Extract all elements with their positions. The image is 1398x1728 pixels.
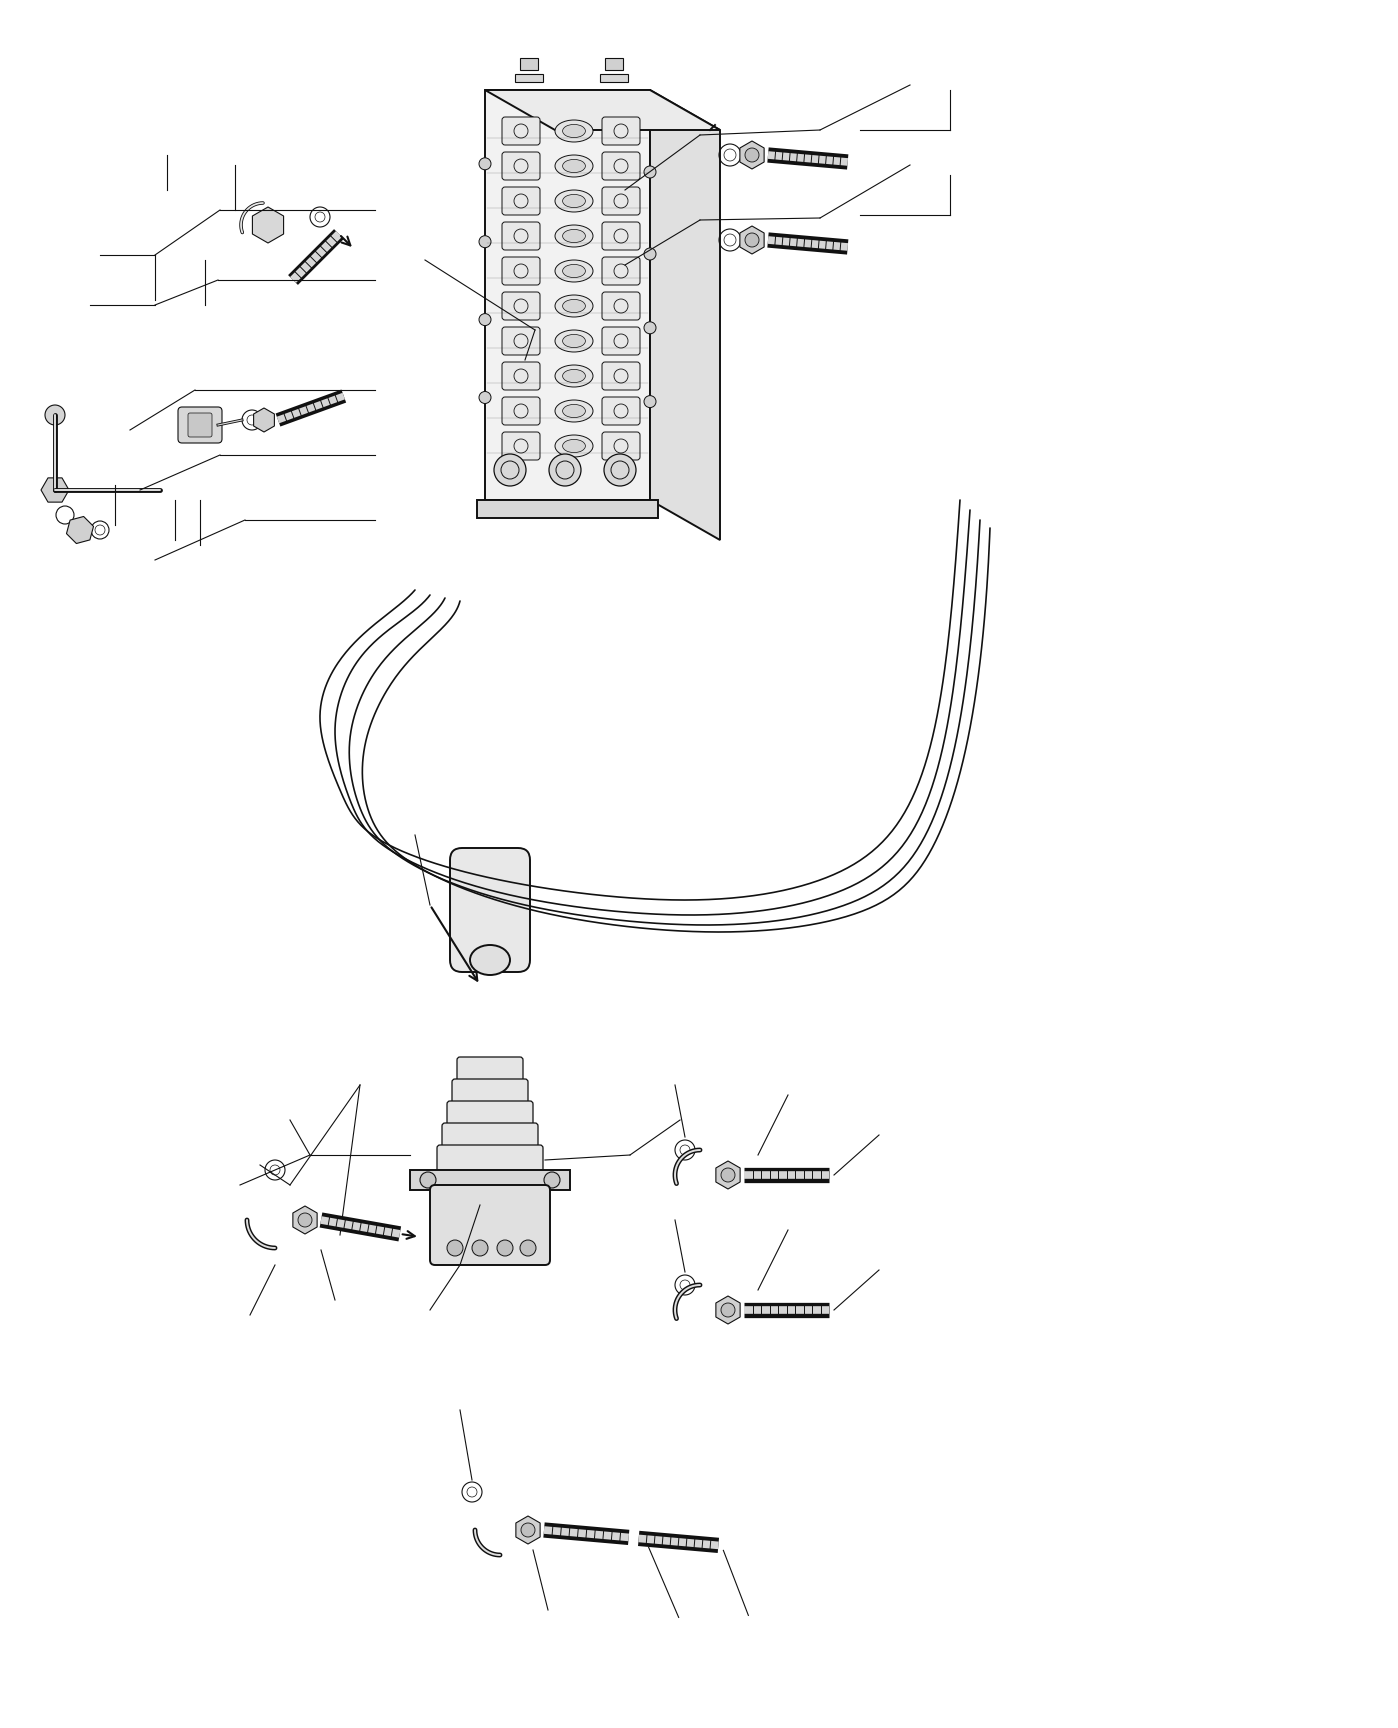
Polygon shape [485, 90, 650, 499]
FancyBboxPatch shape [502, 432, 540, 460]
Circle shape [644, 396, 656, 408]
FancyBboxPatch shape [502, 221, 540, 251]
Circle shape [520, 1241, 535, 1256]
Circle shape [473, 1241, 488, 1256]
FancyBboxPatch shape [603, 432, 640, 460]
Ellipse shape [555, 156, 593, 176]
Circle shape [644, 321, 656, 334]
Circle shape [480, 392, 491, 404]
Ellipse shape [562, 124, 586, 138]
FancyBboxPatch shape [603, 221, 640, 251]
FancyBboxPatch shape [502, 152, 540, 180]
Ellipse shape [562, 404, 586, 418]
Ellipse shape [562, 195, 586, 207]
Ellipse shape [555, 259, 593, 282]
FancyBboxPatch shape [431, 1185, 549, 1265]
FancyBboxPatch shape [603, 187, 640, 214]
Circle shape [721, 1168, 735, 1182]
Circle shape [493, 454, 526, 486]
FancyBboxPatch shape [502, 292, 540, 320]
FancyBboxPatch shape [603, 152, 640, 180]
Ellipse shape [555, 365, 593, 387]
Ellipse shape [555, 330, 593, 353]
FancyBboxPatch shape [502, 361, 540, 391]
Circle shape [480, 313, 491, 325]
FancyBboxPatch shape [603, 397, 640, 425]
Circle shape [745, 149, 759, 162]
Polygon shape [716, 1296, 740, 1324]
Ellipse shape [555, 119, 593, 142]
Bar [410, 1170, 570, 1191]
Polygon shape [485, 90, 720, 130]
Bar [520, 59, 538, 71]
FancyBboxPatch shape [603, 292, 640, 320]
FancyBboxPatch shape [447, 1101, 533, 1128]
Bar [477, 499, 658, 518]
Circle shape [544, 1172, 561, 1189]
Ellipse shape [555, 435, 593, 456]
FancyBboxPatch shape [502, 187, 540, 214]
Circle shape [447, 1241, 463, 1256]
Polygon shape [253, 207, 284, 244]
FancyBboxPatch shape [502, 397, 540, 425]
Circle shape [644, 249, 656, 259]
Circle shape [644, 166, 656, 178]
Circle shape [549, 454, 582, 486]
FancyBboxPatch shape [442, 1123, 538, 1151]
Ellipse shape [562, 264, 586, 278]
Polygon shape [67, 517, 94, 544]
Circle shape [480, 157, 491, 169]
FancyBboxPatch shape [502, 257, 540, 285]
Polygon shape [253, 408, 274, 432]
Ellipse shape [555, 225, 593, 247]
Bar [514, 74, 542, 81]
FancyBboxPatch shape [457, 1058, 523, 1085]
Polygon shape [716, 1161, 740, 1189]
Ellipse shape [555, 190, 593, 213]
Circle shape [721, 1303, 735, 1317]
FancyBboxPatch shape [438, 1146, 542, 1173]
Ellipse shape [555, 399, 593, 422]
FancyBboxPatch shape [452, 1078, 528, 1108]
Bar [600, 74, 628, 81]
Circle shape [745, 233, 759, 247]
Circle shape [521, 1522, 535, 1536]
Ellipse shape [562, 299, 586, 313]
Ellipse shape [562, 230, 586, 242]
FancyBboxPatch shape [603, 257, 640, 285]
FancyBboxPatch shape [187, 413, 212, 437]
FancyBboxPatch shape [502, 327, 540, 354]
Circle shape [298, 1213, 312, 1227]
Polygon shape [41, 479, 69, 503]
FancyBboxPatch shape [178, 408, 222, 442]
FancyBboxPatch shape [603, 361, 640, 391]
Polygon shape [650, 90, 720, 539]
Ellipse shape [562, 370, 586, 382]
Polygon shape [516, 1515, 540, 1545]
Ellipse shape [555, 295, 593, 316]
Circle shape [604, 454, 636, 486]
Bar [605, 59, 624, 71]
Circle shape [480, 235, 491, 247]
Ellipse shape [562, 335, 586, 347]
Polygon shape [292, 1206, 317, 1234]
Circle shape [498, 1241, 513, 1256]
FancyBboxPatch shape [502, 118, 540, 145]
Polygon shape [740, 142, 765, 169]
Circle shape [419, 1172, 436, 1189]
Ellipse shape [470, 945, 510, 975]
Polygon shape [740, 226, 765, 254]
Circle shape [45, 404, 64, 425]
FancyBboxPatch shape [603, 327, 640, 354]
Ellipse shape [562, 159, 586, 173]
FancyBboxPatch shape [603, 118, 640, 145]
Ellipse shape [562, 439, 586, 453]
FancyBboxPatch shape [450, 848, 530, 971]
